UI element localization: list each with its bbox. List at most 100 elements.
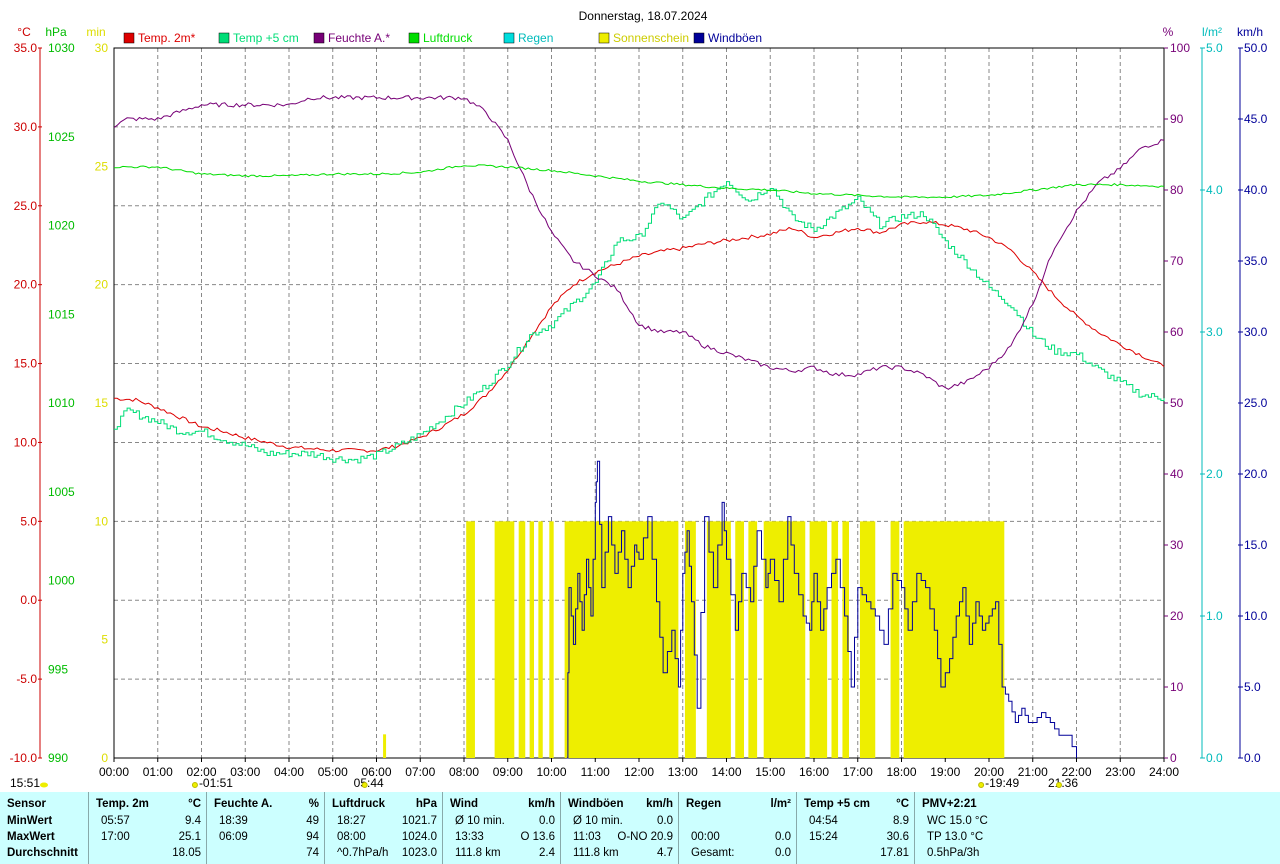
stats-row: 0.5hPa/3h bbox=[915, 845, 1029, 861]
legend-label: Sonnenschein bbox=[613, 31, 689, 45]
series-wind-gusts bbox=[566, 460, 1077, 759]
stats-header-label: Luftdruck bbox=[332, 798, 386, 810]
sun-tick-label: 20 bbox=[95, 278, 109, 292]
rain-tick-label: 3.0 bbox=[1206, 325, 1223, 339]
time-tick-label: 12:00 bbox=[624, 765, 654, 779]
stats-header: Temp. 2m °C bbox=[89, 796, 201, 812]
stats-column: Wind km/h Ø 10 min. 0.0 13:33 O 13.6 111.8 km 2… bbox=[442, 792, 561, 864]
sunshine-bar bbox=[842, 521, 849, 758]
sunshine-bar bbox=[383, 734, 387, 758]
legend-label: Regen bbox=[518, 31, 553, 45]
sunshine-bar bbox=[494, 521, 515, 758]
time-tick-label: 15:00 bbox=[755, 765, 785, 779]
legend-swatch bbox=[693, 32, 705, 44]
stats-row-time: ^0.7hPa/h bbox=[337, 847, 389, 859]
axes: °C hPa min% l/m² km/h 35.0 30.0 25.0 20.0 15.0 10.… bbox=[10, 25, 1268, 779]
temp-tick-label: -5.0 bbox=[16, 672, 37, 686]
temp-tick-label: 35.0 bbox=[14, 41, 38, 55]
stats-row-value: 2.4 bbox=[539, 847, 555, 859]
stats-row-time: 13:33 bbox=[455, 831, 484, 843]
stats-header: Regen l/m² bbox=[679, 796, 791, 812]
pressure-axis-unit: hPa bbox=[45, 25, 67, 39]
sunshine-bar bbox=[903, 521, 1005, 758]
time-tick-label: 18:00 bbox=[886, 765, 916, 779]
stats-row: 18:27 1021.7 bbox=[325, 813, 437, 829]
humidity-tick-label: 100 bbox=[1170, 41, 1190, 55]
time-tick-label: 01:00 bbox=[143, 765, 173, 779]
legend-label: Temp. 2m* bbox=[138, 31, 196, 45]
humidity-tick-label: 60 bbox=[1170, 325, 1184, 339]
legend-swatch bbox=[503, 32, 515, 44]
sunshine-bar bbox=[763, 521, 806, 758]
series-temp-2m bbox=[114, 220, 1165, 453]
stats-row-label: MaxWert bbox=[7, 831, 55, 843]
stats-row: 05:57 9.4 bbox=[89, 813, 201, 829]
stats-row-value: 0.0 bbox=[539, 815, 555, 827]
stats-header: Luftdruck hPa bbox=[325, 796, 437, 812]
sunshine-bar bbox=[538, 521, 543, 758]
temp-tick-label: -10.0 bbox=[10, 751, 38, 765]
time-tick-label: 09:00 bbox=[493, 765, 523, 779]
stats-header: Feuchte A.% bbox=[207, 796, 319, 812]
sunshine-bar bbox=[890, 521, 900, 758]
sunshine-bar bbox=[748, 521, 758, 758]
sunshine-bar bbox=[859, 521, 876, 758]
legend-label: Temp +5 cm bbox=[233, 31, 299, 45]
time-tick-label: 08:00 bbox=[449, 765, 479, 779]
stats-row-time: 11:03 bbox=[573, 831, 601, 843]
time-tick-label: 14:00 bbox=[711, 765, 741, 779]
stats-row-value: O 13.6 bbox=[520, 831, 555, 843]
stats-header: Sensor bbox=[0, 796, 82, 812]
stats-row-value: 18.05 bbox=[172, 847, 201, 859]
time-tick-label: 20:00 bbox=[974, 765, 1004, 779]
sunshine-bar bbox=[466, 521, 475, 758]
stats-row: 17.81 bbox=[797, 845, 909, 861]
time-marker-label: 21:36 bbox=[1048, 776, 1078, 790]
wind-tick-label: 20.0 bbox=[1244, 467, 1268, 481]
rain-tick-label: 0.0 bbox=[1206, 751, 1223, 765]
stats-row: 74 bbox=[207, 845, 319, 861]
pressure-tick-label: 1015 bbox=[48, 307, 75, 321]
stats-header-label: Temp +5 cm bbox=[804, 798, 870, 810]
stats-row-value: 0.0 bbox=[657, 815, 673, 827]
legend-label: Windböen bbox=[708, 31, 762, 45]
stats-row: 17:00 25.1 bbox=[89, 829, 201, 845]
rain-axis-unit: l/m² bbox=[1202, 25, 1222, 39]
time-marker-label: -01:51 bbox=[199, 776, 233, 790]
stats-row-time: WC 15.0 °C bbox=[927, 815, 988, 827]
wind-tick-label: 35.0 bbox=[1244, 254, 1268, 268]
series-humidity bbox=[113, 94, 1165, 390]
stats-row-time: 00:00 bbox=[691, 831, 720, 843]
sun-axis-unit: min bbox=[86, 25, 105, 39]
stats-row-time: 04:54 bbox=[809, 815, 838, 827]
stats-row-value: 1023.0 bbox=[401, 847, 437, 859]
stats-row: 11:03 O-NO 20.9 bbox=[561, 829, 673, 845]
time-tick-label: 06:00 bbox=[361, 765, 391, 779]
stats-header: PMV+2:21 bbox=[915, 796, 1029, 812]
wind-tick-label: 25.0 bbox=[1244, 396, 1268, 410]
stats-column: Windböen km/h Ø 10 min. 0.0 11:03 O-NO 20.9 11… bbox=[560, 792, 679, 864]
stats-row: 18:39 49 bbox=[207, 813, 319, 829]
humidity-tick-label: 90 bbox=[1170, 112, 1184, 126]
time-tick-label: 11:00 bbox=[581, 765, 610, 779]
time-tick-label: 17:00 bbox=[843, 765, 873, 779]
sun-marker-icon bbox=[978, 782, 985, 788]
temp-tick-label: 10.0 bbox=[14, 435, 38, 449]
wind-tick-label: 10.0 bbox=[1244, 609, 1268, 623]
stats-header-label: Feuchte A. bbox=[214, 798, 273, 810]
stats-header-label: Sensor bbox=[7, 798, 46, 810]
legend-swatch bbox=[218, 32, 230, 44]
sunshine-bar bbox=[684, 521, 696, 758]
sunshine-bar bbox=[564, 521, 679, 758]
pressure-tick-label: 1005 bbox=[48, 485, 75, 499]
stats-row-time: 08:00 bbox=[337, 831, 366, 843]
time-tick-label: 05:00 bbox=[318, 765, 348, 779]
stats-row-value: 74 bbox=[306, 847, 319, 859]
pressure-tick-label: 1020 bbox=[48, 219, 75, 233]
humidity-tick-label: 10 bbox=[1170, 680, 1184, 694]
stats-row-value: 25.1 bbox=[178, 831, 201, 843]
sun-tick-label: 30 bbox=[95, 41, 109, 55]
stats-row-time: 06:09 bbox=[219, 831, 248, 843]
stats-row-value: 1024.0 bbox=[401, 831, 437, 843]
stats-header-label: Windböen bbox=[568, 798, 624, 810]
